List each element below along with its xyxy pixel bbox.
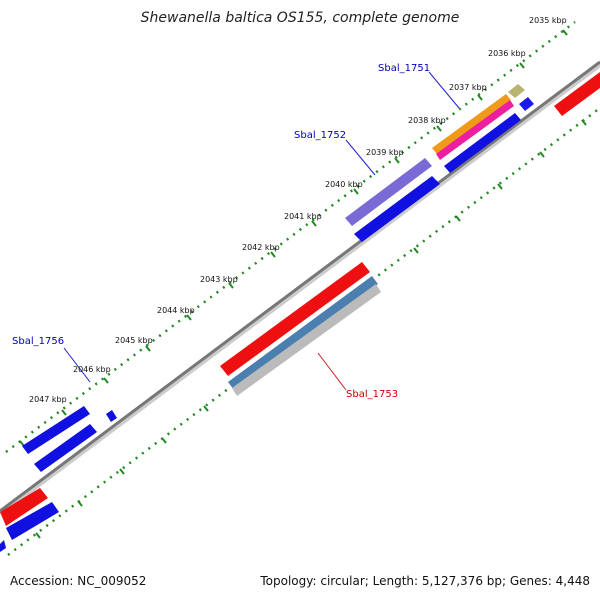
scale-label-2047: 2047 kbp: [29, 395, 67, 404]
feature-blue-left: [6, 502, 59, 540]
genome-backbone: [0, 60, 600, 513]
feature-blue-gene-a: [444, 113, 521, 173]
scale-label-2045: 2045 kbp: [115, 336, 153, 345]
topology-text: Topology: circular; Length: 5,127,376 bp…: [260, 574, 590, 588]
feature-blue-gene-b: [354, 176, 440, 242]
genome-backbone-shadow: [0, 61, 600, 516]
scale-label-2046: 2046 kbp: [73, 365, 111, 374]
feature-purple-sbal1752: [345, 158, 432, 226]
feature-blue-tiny: [106, 410, 117, 422]
gene-label-sbal1751: Sbal_1751: [378, 63, 430, 74]
outer-major-ticks: [19, 29, 568, 447]
feature-blue-sbal1756-b: [34, 424, 97, 472]
scale-label-2035: 2035 kbp: [529, 16, 567, 25]
scale-label-2043: 2043 kbp: [200, 275, 238, 284]
leader-sbal1752: [345, 139, 376, 176]
feature-red-left: [0, 488, 48, 526]
outer-scale-dots: [5, 21, 576, 453]
gene-label-sbal1753: Sbal_1753: [346, 389, 398, 400]
accession-text: Accession: NC_009052: [10, 574, 147, 588]
gene-label-sbal1756: Sbal_1756: [12, 336, 64, 347]
scale-label-2044: 2044 kbp: [157, 306, 195, 315]
scale-label-2040: 2040 kbp: [325, 180, 363, 189]
feature-tan-small: [508, 84, 525, 98]
feature-grey-sbal1753: [232, 284, 381, 396]
scale-label-2037: 2037 kbp: [449, 83, 487, 92]
scale-label-2041: 2041 kbp: [284, 212, 322, 221]
feature-teal-sbal1753: [228, 276, 378, 390]
scale-label-2039: 2039 kbp: [366, 148, 404, 157]
leader-sbal1756: [63, 347, 91, 383]
scale-label-2042: 2042 kbp: [242, 243, 280, 252]
feature-red-right: [554, 72, 600, 116]
leader-sbal1753: [317, 352, 347, 391]
leader-sbal1751: [428, 71, 460, 109]
scale-label-2038: 2038 kbp: [408, 116, 446, 125]
feature-blue-edge: [0, 540, 6, 552]
feature-red-sbal1753: [220, 262, 370, 376]
feature-blue-sbal1756-a: [22, 406, 90, 454]
feature-orange-sbal1751: [432, 94, 511, 154]
genome-title: Shewanella baltica OS155, complete genom…: [140, 10, 460, 26]
feature-pink: [436, 100, 514, 160]
feature-blue-small-arrow: [519, 97, 534, 111]
scale-label-2036: 2036 kbp: [488, 49, 526, 58]
gene-label-sbal1752: Sbal_1752: [294, 130, 346, 141]
